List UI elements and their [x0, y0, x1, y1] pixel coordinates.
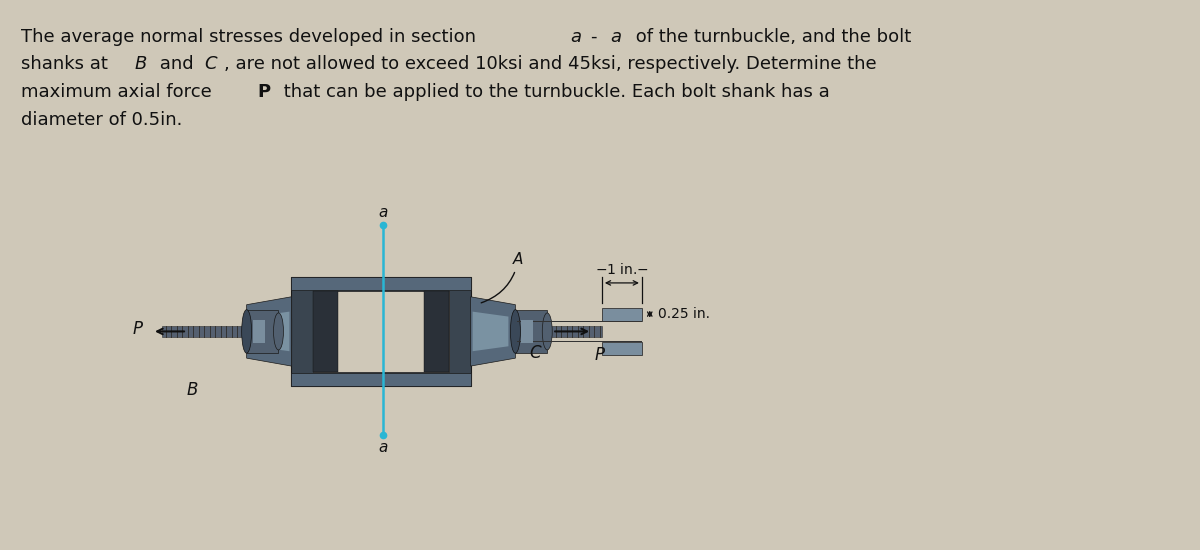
Text: P: P: [258, 83, 271, 101]
Text: $B$: $B$: [186, 381, 198, 399]
Bar: [517, 341, 642, 342]
Bar: [292, 277, 470, 386]
Text: -: -: [590, 28, 596, 46]
Bar: [602, 307, 642, 321]
Ellipse shape: [542, 313, 552, 350]
Text: diameter of 0.5in.: diameter of 0.5in.: [20, 111, 182, 129]
Bar: [470, 318, 515, 344]
Text: $-$1 in.$-$: $-$1 in.$-$: [595, 262, 649, 277]
Bar: [253, 320, 264, 343]
Bar: [515, 310, 547, 353]
Text: of the turnbuckle, and the bolt: of the turnbuckle, and the bolt: [630, 28, 911, 46]
Text: $a$: $a$: [378, 441, 388, 455]
Ellipse shape: [510, 310, 521, 353]
Bar: [602, 342, 642, 355]
Bar: [247, 318, 292, 344]
Bar: [424, 291, 449, 372]
Text: C: C: [204, 55, 216, 73]
Polygon shape: [253, 312, 289, 351]
Bar: [313, 291, 338, 372]
Text: B: B: [134, 55, 146, 73]
Text: maximum axial force: maximum axial force: [20, 83, 217, 101]
Polygon shape: [247, 297, 292, 366]
Text: that can be applied to the turnbuckle. Each bolt shank has a: that can be applied to the turnbuckle. E…: [277, 83, 829, 101]
Text: $C$: $C$: [529, 344, 542, 362]
Text: , are not allowed to exceed 10ksi and 45ksi, respectively. Determine the: , are not allowed to exceed 10ksi and 45…: [223, 55, 876, 73]
Text: $A$: $A$: [481, 251, 524, 303]
Text: 0.25 in.: 0.25 in.: [658, 307, 709, 321]
Text: $a$: $a$: [378, 205, 388, 219]
Bar: [517, 321, 642, 322]
Bar: [292, 373, 470, 386]
Bar: [547, 326, 602, 337]
Ellipse shape: [274, 313, 283, 350]
Text: a: a: [570, 28, 581, 46]
Polygon shape: [473, 312, 509, 351]
Ellipse shape: [241, 310, 252, 353]
Bar: [313, 291, 449, 372]
Bar: [292, 277, 470, 290]
Text: $P$: $P$: [132, 321, 144, 338]
Text: $P$: $P$: [594, 346, 606, 364]
Polygon shape: [470, 297, 515, 366]
Bar: [162, 326, 247, 337]
Text: and: and: [154, 55, 199, 73]
Bar: [247, 310, 278, 353]
Text: The average normal stresses developed in section: The average normal stresses developed in…: [20, 28, 481, 46]
Text: a: a: [610, 28, 620, 46]
Bar: [521, 320, 533, 343]
Text: shanks at: shanks at: [20, 55, 113, 73]
